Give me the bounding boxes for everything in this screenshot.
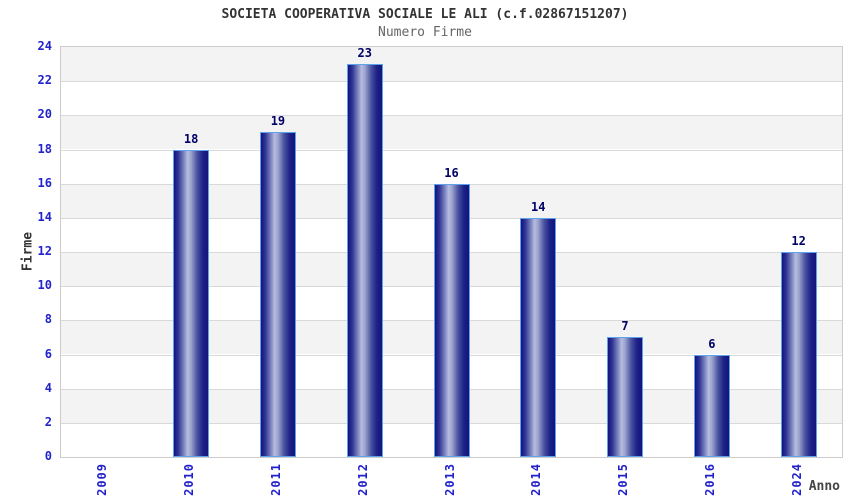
bar-value-2015: 7 — [621, 319, 629, 334]
gridline — [61, 115, 842, 117]
y-tick-18: 18 — [37, 141, 52, 156]
bar-value-2013: 16 — [444, 165, 459, 180]
bar-value-2011: 19 — [270, 114, 286, 129]
bar-2012 — [346, 64, 383, 457]
x-tick-2014: 2014 — [529, 463, 544, 496]
y-tick-10: 10 — [37, 278, 52, 293]
y-tick-12: 12 — [37, 244, 52, 258]
bar-2010 — [173, 149, 210, 457]
y-tick-0: 0 — [44, 449, 52, 463]
bar-value-2016: 6 — [708, 336, 716, 351]
bar-value-2010: 18 — [183, 131, 199, 146]
bar-value-2014: 14 — [531, 199, 546, 214]
chart-title: SOCIETA COOPERATIVA SOCIALE LE ALI (c.f.… — [221, 7, 629, 22]
grid-band — [61, 47, 842, 82]
grid-band — [61, 115, 842, 150]
x-tick-2010: 2010 — [182, 463, 197, 496]
gridline — [61, 149, 842, 151]
bar-2015 — [607, 337, 644, 457]
bar-2016 — [693, 354, 730, 457]
bar-2014 — [520, 217, 557, 457]
x-tick-2011: 2011 — [268, 463, 283, 496]
x-tick-2009: 2009 — [95, 463, 110, 496]
bar-2011 — [259, 132, 296, 457]
bar-2024 — [780, 252, 817, 457]
y-tick-6: 6 — [44, 346, 52, 361]
x-tick-2013: 2013 — [442, 463, 457, 496]
bar-2013 — [433, 183, 470, 457]
x-axis-label: Anno — [808, 479, 840, 494]
x-tick-2016: 2016 — [702, 463, 717, 496]
y-tick-8: 8 — [44, 312, 52, 327]
bar-value-2012: 23 — [357, 46, 372, 61]
y-tick-2: 2 — [44, 414, 52, 429]
grid-band — [61, 81, 842, 116]
x-tick-2012: 2012 — [355, 463, 370, 496]
gridline — [61, 81, 842, 83]
y-tick-14: 14 — [37, 209, 52, 224]
x-tick-2015: 2015 — [616, 463, 631, 496]
y-tick-22: 22 — [37, 73, 52, 88]
x-tick-2024: 2024 — [789, 463, 804, 496]
y-axis-label: Firme — [20, 231, 36, 272]
plot-area: 18 19 23 16 14 7 6 12 — [60, 46, 843, 458]
y-tick-24: 24 — [37, 39, 52, 53]
bar-value-2024: 12 — [791, 234, 806, 248]
y-tick-16: 16 — [37, 175, 52, 190]
y-tick-20: 20 — [37, 107, 52, 122]
y-tick-4: 4 — [44, 380, 52, 395]
chart-subtitle: Numero Firme — [378, 25, 472, 40]
